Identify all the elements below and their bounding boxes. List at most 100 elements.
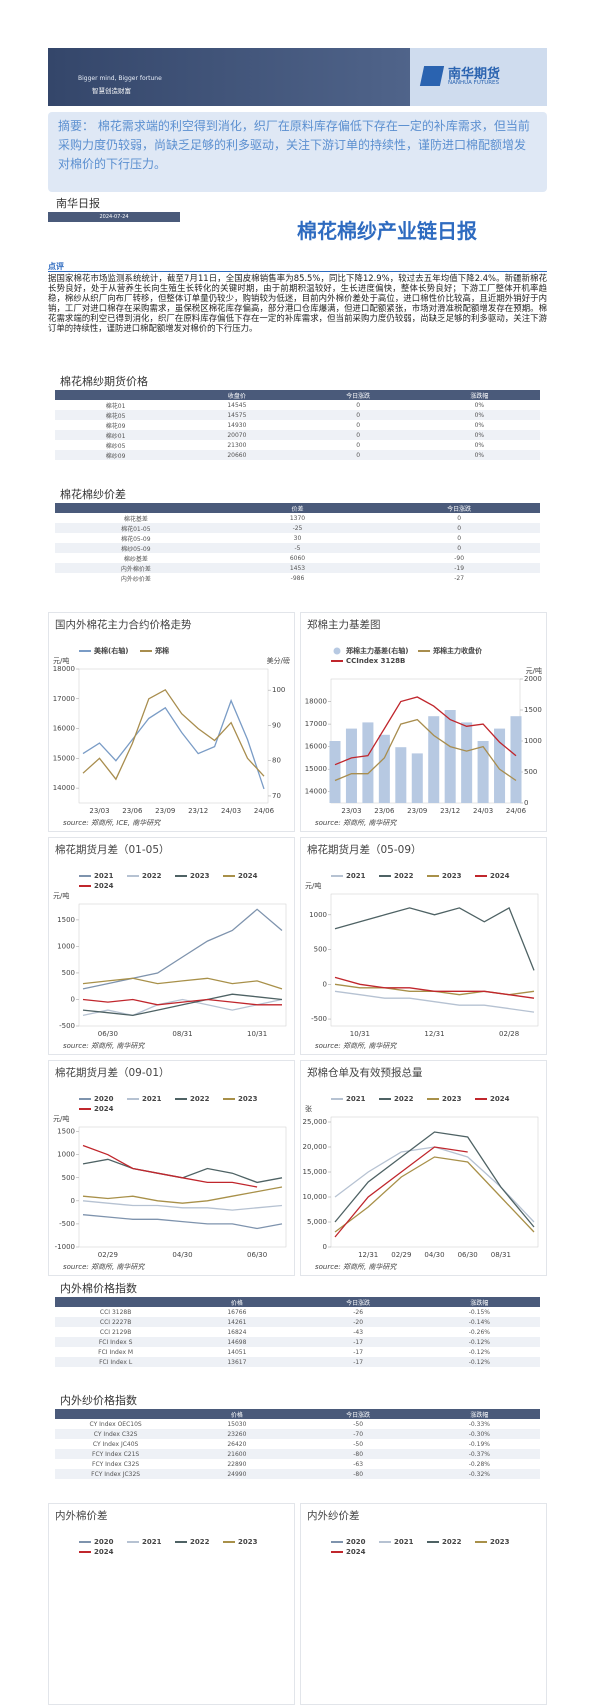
table-cell: 棉纱01 xyxy=(55,430,177,440)
y-tick-label: 18000 xyxy=(53,665,75,673)
chart-panel: 国内外棉花主力合约价格走势 美棉(右轴) 郑棉 14000 15000 16000 1700… xyxy=(48,612,295,832)
legend-label: 2024 xyxy=(490,872,510,880)
bar xyxy=(378,734,390,803)
y-tick-label: 500 xyxy=(62,969,75,977)
y-tick-label: 100 xyxy=(272,686,285,694)
table-cell: -43 xyxy=(353,1328,364,1336)
y-tick-label: 1500 xyxy=(57,916,75,924)
table-cell: 棉花01 xyxy=(105,402,126,410)
series-line xyxy=(82,698,265,790)
bar xyxy=(494,728,506,803)
table-cell: 棉纱05 xyxy=(105,442,126,450)
y-tick-label: 0 xyxy=(71,1197,75,1205)
y-tick-label: 1000 xyxy=(57,1151,75,1159)
chart-title: 棉花期货月差（09-01） xyxy=(55,1067,170,1079)
table-cell: 16824 xyxy=(227,1328,247,1336)
y-tick-label: 0 xyxy=(524,799,528,807)
table-cell: 0% xyxy=(418,430,540,440)
legend-label: 2024 xyxy=(346,1548,366,1556)
table-cell: -80 xyxy=(297,1449,419,1459)
chart-panel: 郑棉仓单及有效预报总量 2021 2022 2023 2024 0 5,000 10,000 1… xyxy=(300,1060,547,1276)
legend-label: 2024 xyxy=(94,1548,114,1556)
bar xyxy=(345,728,357,803)
x-tick-label: 23/03 xyxy=(341,807,361,815)
y-tick-label: 80 xyxy=(272,757,281,765)
table-cell: -17 xyxy=(353,1348,364,1356)
header-cell: 涨跌幅 xyxy=(418,390,540,400)
y-tick-label: -500 xyxy=(59,1022,75,1030)
table-cell: 22890 xyxy=(227,1460,247,1468)
table-cell: 0 xyxy=(356,401,361,409)
header-row: 收盘价 今日涨跌 涨跌幅 xyxy=(55,390,540,400)
plot-area xyxy=(330,1116,539,1248)
legend-label: 郑棉 xyxy=(155,646,169,655)
table-cell: 棉纱05-09 xyxy=(55,543,217,553)
chart-source: source: 郑商所, 南华研究 xyxy=(315,1042,397,1050)
y-tick-label: 0 xyxy=(323,1243,327,1251)
table-cell: -63 xyxy=(353,1460,364,1468)
y-tick-label: 0 xyxy=(71,995,75,1003)
x-tick-label: 02/29 xyxy=(98,1251,118,1259)
table-title: 内外纱价格指数 xyxy=(60,1394,137,1407)
table-row: CY Index JC40S 26420 -50 -0.19% xyxy=(55,1439,540,1449)
legend-label: 郑棉主力基差(右轴) xyxy=(346,646,408,655)
table-cell: -25 xyxy=(216,523,379,533)
table-cell: -20 xyxy=(297,1317,419,1327)
y-tick-label: 5,000 xyxy=(307,1218,327,1226)
bar xyxy=(395,747,407,803)
table-cell: 0% xyxy=(474,441,485,449)
table-cell: CCI 3128B xyxy=(99,1308,132,1316)
legend-label: 2021 xyxy=(142,1095,162,1103)
legend-label: 2020 xyxy=(94,1538,114,1546)
y-tick-label: 14000 xyxy=(53,784,75,792)
series-line xyxy=(82,908,283,990)
table-cell: 16766 xyxy=(227,1308,247,1316)
x-tick-label: 12/31 xyxy=(358,1251,378,1259)
table-cell: CCI 2227B xyxy=(55,1317,177,1327)
header-cell xyxy=(55,1297,177,1307)
bar xyxy=(329,741,341,803)
table-row: 棉纱01 20070 0 0% xyxy=(55,430,540,440)
table-cell: 1370 xyxy=(289,514,306,522)
table-cell: 棉纱09 xyxy=(55,450,177,460)
table-row: CY Index C32S 23260 -70 -0.30% xyxy=(55,1429,540,1439)
table-cell: 1453 xyxy=(216,563,379,573)
y-tick-label: 16000 xyxy=(305,743,327,751)
table-cell: -70 xyxy=(297,1429,419,1439)
table-cell: 0 xyxy=(297,430,419,440)
table-cell: FCI Index M xyxy=(98,1348,134,1356)
series-line xyxy=(82,993,283,1017)
chart-panel: 棉花期货月差（09-01） 2020 2021 2022 2023 2024 -1000 -5… xyxy=(48,1060,295,1276)
table-cell: 棉花01-05 xyxy=(55,523,217,533)
x-tick-label: 23/06 xyxy=(374,807,395,815)
x-tick-label: 24/03 xyxy=(221,807,241,815)
table-cell: 30 xyxy=(293,534,302,542)
y-tick-label: 1000 xyxy=(57,942,75,950)
y-tick-label: 1000 xyxy=(309,911,327,919)
table-row: 棉纱基差 6060 -90 xyxy=(55,553,540,563)
table-cell: 0% xyxy=(474,421,485,429)
legend-label: 2022 xyxy=(394,872,414,880)
y-tick-label: 70 xyxy=(272,792,281,800)
chart: 2020 2021 2022 2023 2024 xyxy=(79,1538,258,1556)
series-line xyxy=(82,1200,283,1211)
table-cell: -50 xyxy=(353,1420,364,1428)
y-axis-label: 元/吨 xyxy=(53,656,69,665)
table-row: FCY Index JC32S 24990 -80 -0.32% xyxy=(55,1469,540,1479)
y-tick-label: 15000 xyxy=(305,765,327,773)
x-tick-label: 06/30 xyxy=(458,1251,478,1259)
plot-area xyxy=(78,1126,287,1248)
series-line xyxy=(82,688,265,781)
table-cell: -27 xyxy=(454,574,465,582)
report-series: 南华日报 xyxy=(56,197,100,210)
table-cell: 0 xyxy=(457,534,462,542)
x-tick-label: 08/31 xyxy=(172,1030,192,1038)
y2-axis-label: 美分/磅 xyxy=(267,656,290,665)
table-cell: 0 xyxy=(297,450,419,460)
data-table: 价差 今日涨跌 棉花基差 1370 0 棉花01-05 -25 0 棉花05-09 30 0 棉纱05… xyxy=(55,503,540,583)
chart-source: source: 郑商所, 南华研究 xyxy=(63,1263,145,1271)
table-cell: -0.32% xyxy=(418,1469,540,1479)
x-tick-label: 02/28 xyxy=(499,1030,519,1038)
chart-source: source: 郑商所, 南华研究 xyxy=(315,819,397,827)
header-cell: 今日涨跌 xyxy=(297,1297,419,1307)
